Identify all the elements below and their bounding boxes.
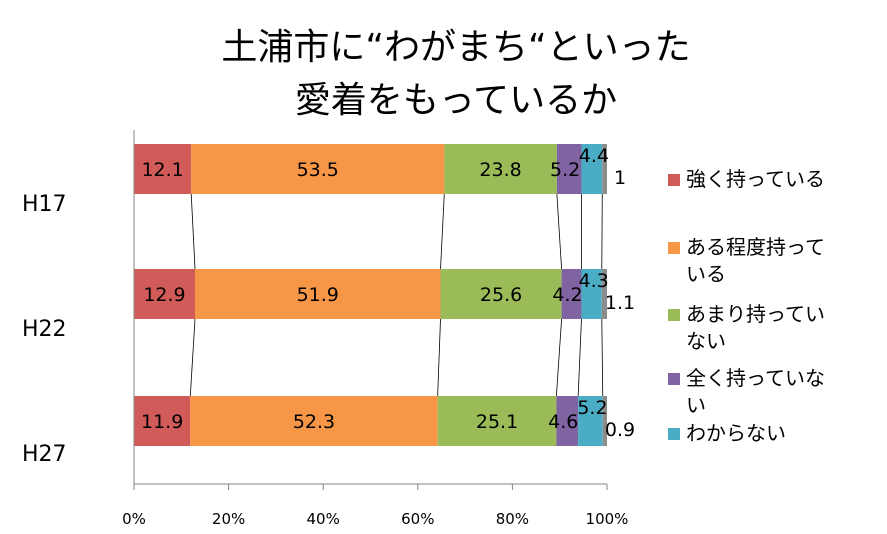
bar-segment <box>437 396 557 446</box>
bar-segment <box>602 396 607 446</box>
legend-label: い <box>686 393 706 417</box>
category-label: H17 <box>22 192 67 217</box>
bar-area <box>134 144 607 446</box>
series-line <box>437 318 441 397</box>
legend-swatch <box>668 174 680 186</box>
bar-segment <box>581 269 602 319</box>
data-label: 11.9 <box>141 411 183 433</box>
bar-segment <box>601 269 607 319</box>
chart-title-line: 愛着をもっているか <box>295 80 617 121</box>
bar-segment <box>561 269 582 319</box>
bar-segment <box>602 144 607 194</box>
x-tick-label: 0% <box>122 510 146 528</box>
series-line <box>190 193 196 270</box>
legend-label: いる <box>686 262 726 286</box>
series-line <box>440 193 445 270</box>
bar-segment <box>444 144 557 194</box>
bar-segment <box>134 269 196 319</box>
data-label: 1 <box>614 167 626 189</box>
data-label: 5.2 <box>577 397 607 419</box>
category-axis: H17 H22 H27 <box>22 192 67 467</box>
data-label: 4.3 <box>579 270 609 292</box>
bar-segment <box>191 144 445 194</box>
legend-label: あまり持ってい <box>686 302 825 326</box>
series-line <box>555 318 562 397</box>
bar-segment <box>190 396 438 446</box>
bar-segment <box>556 144 582 194</box>
series-line <box>556 193 562 270</box>
legend-label: 全く持っていな <box>686 366 825 390</box>
x-tick-label: 100% <box>586 510 629 528</box>
bar-segment <box>581 144 603 194</box>
bar-segment <box>578 396 603 446</box>
bar-segment <box>134 144 192 194</box>
legend-label: わからない <box>686 421 786 445</box>
legend-swatch <box>668 242 680 254</box>
data-label: 53.5 <box>297 159 339 181</box>
bar-segment <box>440 269 562 319</box>
legend-label: 強く持っている <box>686 167 825 191</box>
category-label: H27 <box>22 442 67 467</box>
x-tick-label: 60% <box>401 510 434 528</box>
data-label: 4.2 <box>552 284 582 306</box>
data-label: 25.6 <box>480 284 522 306</box>
data-label: 4.4 <box>579 145 609 167</box>
series-lines <box>189 193 604 397</box>
legend-label: ある程度持って <box>686 235 825 259</box>
bar-segment <box>556 396 579 446</box>
category-label: H22 <box>22 317 67 342</box>
x-tick-label: 80% <box>496 510 529 528</box>
chart-title-line: 土浦市に“わがまち“といった <box>221 27 690 68</box>
data-label: 52.3 <box>293 411 335 433</box>
x-tick-label: 40% <box>307 510 340 528</box>
legend-swatch <box>668 309 680 321</box>
value-axis: 0% 20% 40% 60% 80% 100% <box>122 130 628 528</box>
data-label: 23.8 <box>479 159 521 181</box>
bar-segment <box>134 396 191 446</box>
data-label: 0.9 <box>605 419 635 441</box>
series-line <box>601 318 604 397</box>
data-label: 51.9 <box>297 284 339 306</box>
data-label: 12.9 <box>143 284 185 306</box>
data-label: 12.1 <box>141 159 183 181</box>
legend-swatch <box>668 373 680 385</box>
legend-label: ない <box>686 329 726 353</box>
bar-segment <box>195 269 441 319</box>
series-line <box>577 318 582 397</box>
data-label: 5.2 <box>550 159 580 181</box>
legend-swatch <box>668 428 680 440</box>
data-label: 4.6 <box>548 411 578 433</box>
series-line <box>189 318 196 397</box>
x-tick-label: 20% <box>212 510 245 528</box>
data-label: 25.1 <box>476 411 518 433</box>
data-label: 1.1 <box>605 292 635 314</box>
